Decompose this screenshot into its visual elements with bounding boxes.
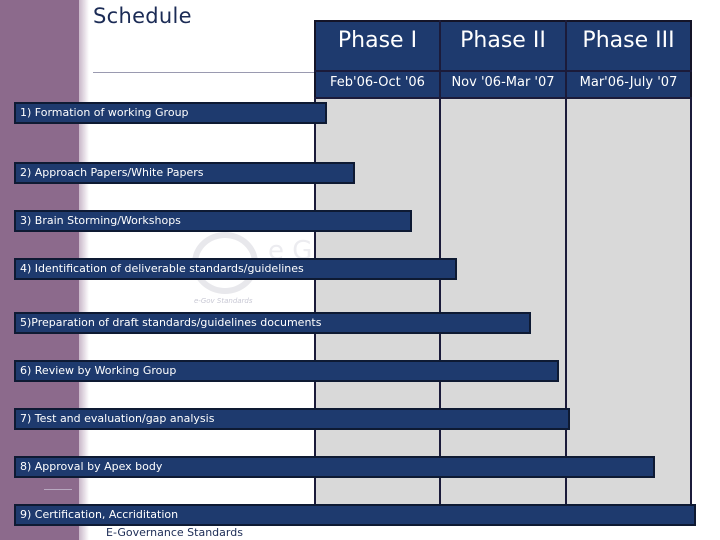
task-bar-2: 2) Approach Papers/White Papers xyxy=(14,162,355,184)
footer-decor-line xyxy=(44,489,72,490)
title-rule xyxy=(93,72,315,73)
header-divider xyxy=(314,70,692,72)
phase-2-label: Phase II xyxy=(460,28,546,53)
header-bottom-line xyxy=(314,97,692,99)
slide-title: Schedule xyxy=(93,4,192,28)
task-bar-5: 5)Preparation of draft standards/guideli… xyxy=(14,312,531,334)
phase-header xyxy=(314,20,692,99)
task-bar-8: 8) Approval by Apex body xyxy=(14,456,655,478)
task-bar-6: 6) Review by Working Group xyxy=(14,360,559,382)
phase-3-period: Mar'06-July '07 xyxy=(579,75,678,90)
phase-2-period: Nov '06-Mar '07 xyxy=(451,75,555,90)
task-bar-1: 1) Formation of working Group xyxy=(14,102,327,124)
task-bar-7: 7) Test and evaluation/gap analysis xyxy=(14,408,570,430)
slide-footer: E-Governance Standards xyxy=(106,526,243,539)
task-bar-4: 4) Identification of deliverable standar… xyxy=(14,258,457,280)
grid-divider-2 xyxy=(565,20,567,522)
phase-1-label: Phase I xyxy=(337,28,418,53)
phase-3-label: Phase III xyxy=(582,28,675,53)
task-bar-9: 9) Certification, Accriditation xyxy=(14,504,696,526)
watermark-subtext: e-Gov Standards xyxy=(194,297,253,305)
task-bar-3: 3) Brain Storming/Workshops xyxy=(14,210,412,232)
phase-1-period: Feb'06-Oct '06 xyxy=(330,75,425,90)
